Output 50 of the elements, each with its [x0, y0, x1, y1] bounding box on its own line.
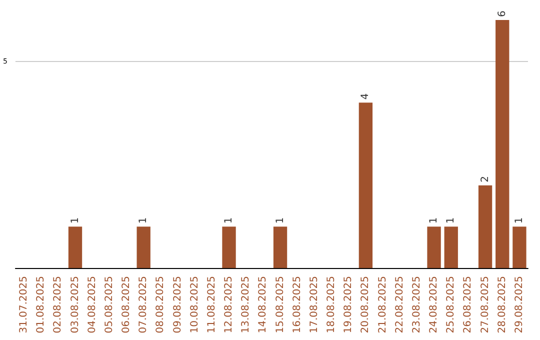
x-tick-label: 05.08.2025 [104, 276, 115, 334]
x-tick-label: 13.08.2025 [240, 276, 252, 334]
bar [496, 20, 510, 268]
data-label: 1 [514, 217, 525, 224]
data-label: 1 [274, 217, 286, 224]
x-tick-label: 01.08.2025 [36, 276, 47, 334]
bar [68, 226, 82, 268]
x-tick-label: 10.08.2025 [189, 276, 200, 334]
bar [136, 226, 150, 268]
x-tick-label: 28.08.2025 [496, 276, 508, 334]
x-tick-label: 08.08.2025 [155, 276, 166, 334]
bar [427, 226, 441, 268]
x-tick-label: 20.08.2025 [360, 276, 372, 334]
data-label: 1 [446, 217, 457, 224]
x-tick-label: 27.08.2025 [480, 276, 491, 334]
x-tick-label: 02.08.2025 [52, 276, 64, 334]
bar [512, 226, 526, 268]
x-tick-label: 26.08.2025 [462, 276, 474, 334]
x-tick-label: 09.08.2025 [172, 276, 184, 334]
x-tick-label: 14.08.2025 [258, 276, 269, 334]
bar [444, 226, 458, 268]
data-label: 2 [480, 176, 491, 182]
x-tick-label: 12.08.2025 [224, 276, 235, 334]
x-tick-label: 24.08.2025 [428, 276, 440, 334]
bar [478, 185, 492, 268]
data-label: 1 [138, 217, 150, 224]
x-tick-label: 18.08.2025 [326, 276, 338, 334]
x-tick-label: 11.08.2025 [206, 276, 218, 334]
data-label: 6 [496, 10, 508, 17]
bar [358, 102, 373, 268]
x-tick-label: 06.08.2025 [121, 276, 132, 334]
data-label: 1 [70, 217, 81, 224]
x-tick-label: 21.08.2025 [377, 276, 388, 334]
data-label: 1 [428, 217, 440, 224]
x-tick-label: 07.08.2025 [138, 276, 150, 334]
x-tick-label: 23.08.2025 [411, 276, 422, 334]
x-tick-label: 17.08.2025 [308, 276, 320, 334]
x-tick-label: 29.08.2025 [514, 276, 525, 334]
x-tick-label: 25.08.2025 [446, 276, 457, 334]
x-tick-label: 19.08.2025 [343, 276, 354, 334]
x-tick-label: 31.07.2025 [18, 276, 30, 334]
data-label: 1 [224, 217, 235, 224]
data-label: 4 [360, 93, 372, 100]
x-tick-label: 03.08.2025 [70, 276, 81, 334]
bar [222, 226, 236, 268]
x-tick-label: 15.08.2025 [274, 276, 286, 334]
x-tick-label: 04.08.2025 [86, 276, 98, 334]
bar [273, 226, 288, 268]
x-tick-label: 22.08.2025 [394, 276, 406, 334]
x-tick-label: 16.08.2025 [292, 276, 303, 334]
